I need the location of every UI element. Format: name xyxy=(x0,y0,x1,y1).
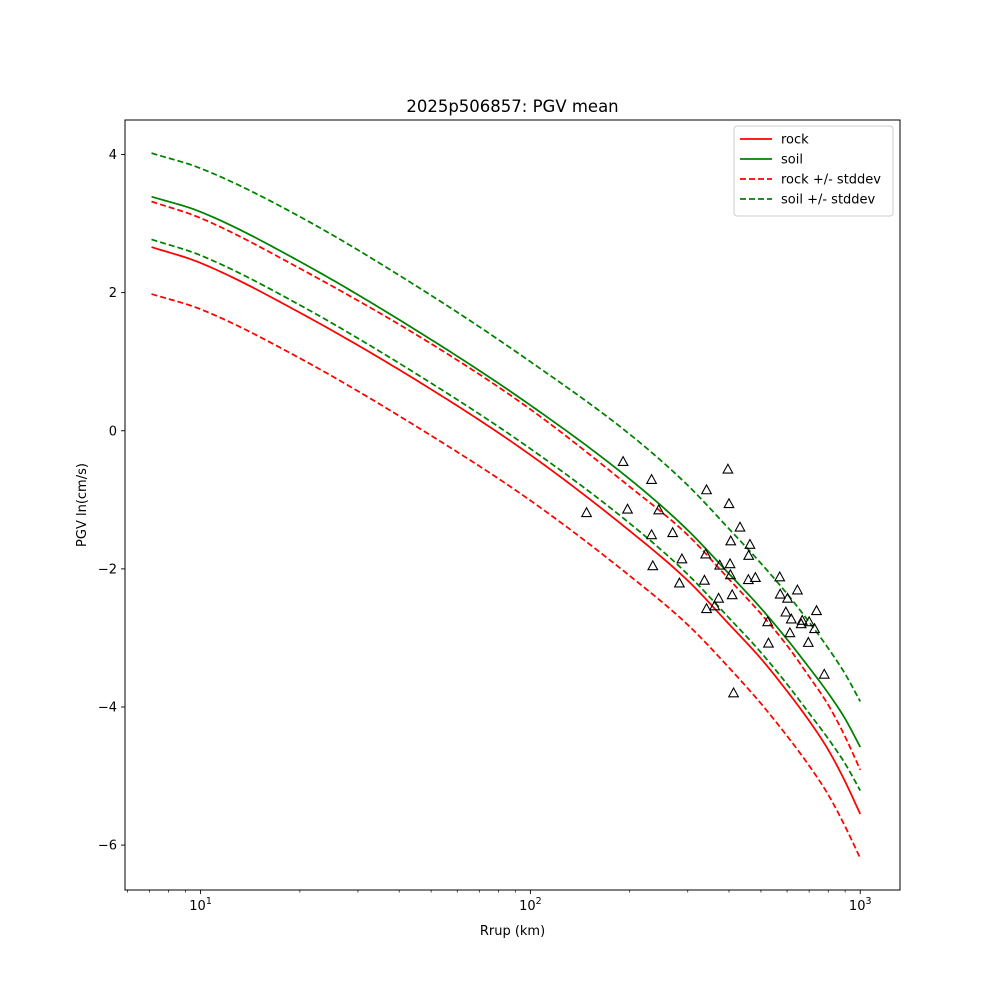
observation-marker xyxy=(580,506,593,518)
legend-label: rock xyxy=(781,133,809,148)
observation-marker xyxy=(803,615,815,627)
observation-marker xyxy=(666,526,679,538)
observation-marker xyxy=(726,588,738,600)
observation-marker xyxy=(621,503,634,514)
y-tick-label: −6 xyxy=(98,839,117,854)
observation-marker xyxy=(647,559,659,571)
observation-marker xyxy=(781,592,794,603)
series-line-1 xyxy=(151,195,862,748)
legend-label: soil xyxy=(781,153,803,168)
observation-marker xyxy=(761,615,774,627)
observation-marker xyxy=(810,604,823,616)
observation-marker xyxy=(791,583,804,595)
y-tick-label: 4 xyxy=(109,148,117,163)
observation-marker xyxy=(742,573,755,585)
observation-marker xyxy=(700,483,713,495)
observation-marker xyxy=(724,557,736,569)
observation-marker xyxy=(796,614,808,625)
observation-marker xyxy=(818,668,830,679)
observation-marker xyxy=(773,570,786,582)
observation-marker xyxy=(774,588,786,599)
observation-marker xyxy=(617,455,629,466)
observation-marker xyxy=(780,606,792,617)
y-axis-label: PGV ln(cm/s) xyxy=(75,463,90,547)
legend-label: rock +/- stddev xyxy=(781,173,881,188)
observation-marker xyxy=(762,637,775,648)
legend: rock soil rock +/- stddev soil +/- stddev xyxy=(733,125,894,217)
observation-marker xyxy=(723,497,735,509)
observation-marker xyxy=(784,626,796,638)
observation-marker xyxy=(700,602,713,614)
observation-marker xyxy=(708,599,721,611)
observation-marker xyxy=(727,686,740,698)
x-axis-label: Rrup (km) xyxy=(480,924,545,939)
legend-label: soil +/- stddev xyxy=(781,193,876,208)
observation-marker xyxy=(734,521,746,532)
plot-area xyxy=(124,119,901,891)
observation-marker xyxy=(714,559,726,570)
observation-marker xyxy=(645,473,658,484)
y-axis: 4 2 0 −2 −4 −6 xyxy=(98,148,125,854)
observation-marker xyxy=(699,548,712,559)
series-line-5 xyxy=(151,238,861,791)
series-line-4 xyxy=(151,152,862,702)
chart-title: 2025p506857: PGV mean xyxy=(406,97,618,116)
y-tick-label: −2 xyxy=(98,562,117,577)
observation-marker xyxy=(722,463,734,474)
observation-marker xyxy=(802,636,815,647)
observation-marker xyxy=(742,549,755,560)
series-layer xyxy=(151,152,862,859)
y-tick-label: 2 xyxy=(109,286,117,301)
series-line-2 xyxy=(151,200,862,771)
observation-marker xyxy=(795,617,807,629)
observation-marker xyxy=(744,538,756,549)
observation-marker xyxy=(676,552,688,564)
observation-marker xyxy=(653,503,665,515)
y-tick-label: 0 xyxy=(109,424,117,439)
observation-markers xyxy=(580,455,830,698)
observation-marker xyxy=(712,592,725,603)
series-line-3 xyxy=(151,293,862,859)
y-tick-label: −4 xyxy=(98,700,117,715)
observation-marker xyxy=(724,568,737,580)
observation-marker xyxy=(698,574,711,585)
observation-marker xyxy=(749,571,762,583)
series-line-0 xyxy=(151,246,862,815)
observation-marker xyxy=(725,534,737,546)
observation-marker xyxy=(785,612,798,624)
axes-frame xyxy=(124,119,901,891)
legend-box xyxy=(733,125,894,217)
observation-marker xyxy=(673,577,686,588)
observation-marker xyxy=(808,622,821,634)
observation-marker xyxy=(645,528,658,540)
